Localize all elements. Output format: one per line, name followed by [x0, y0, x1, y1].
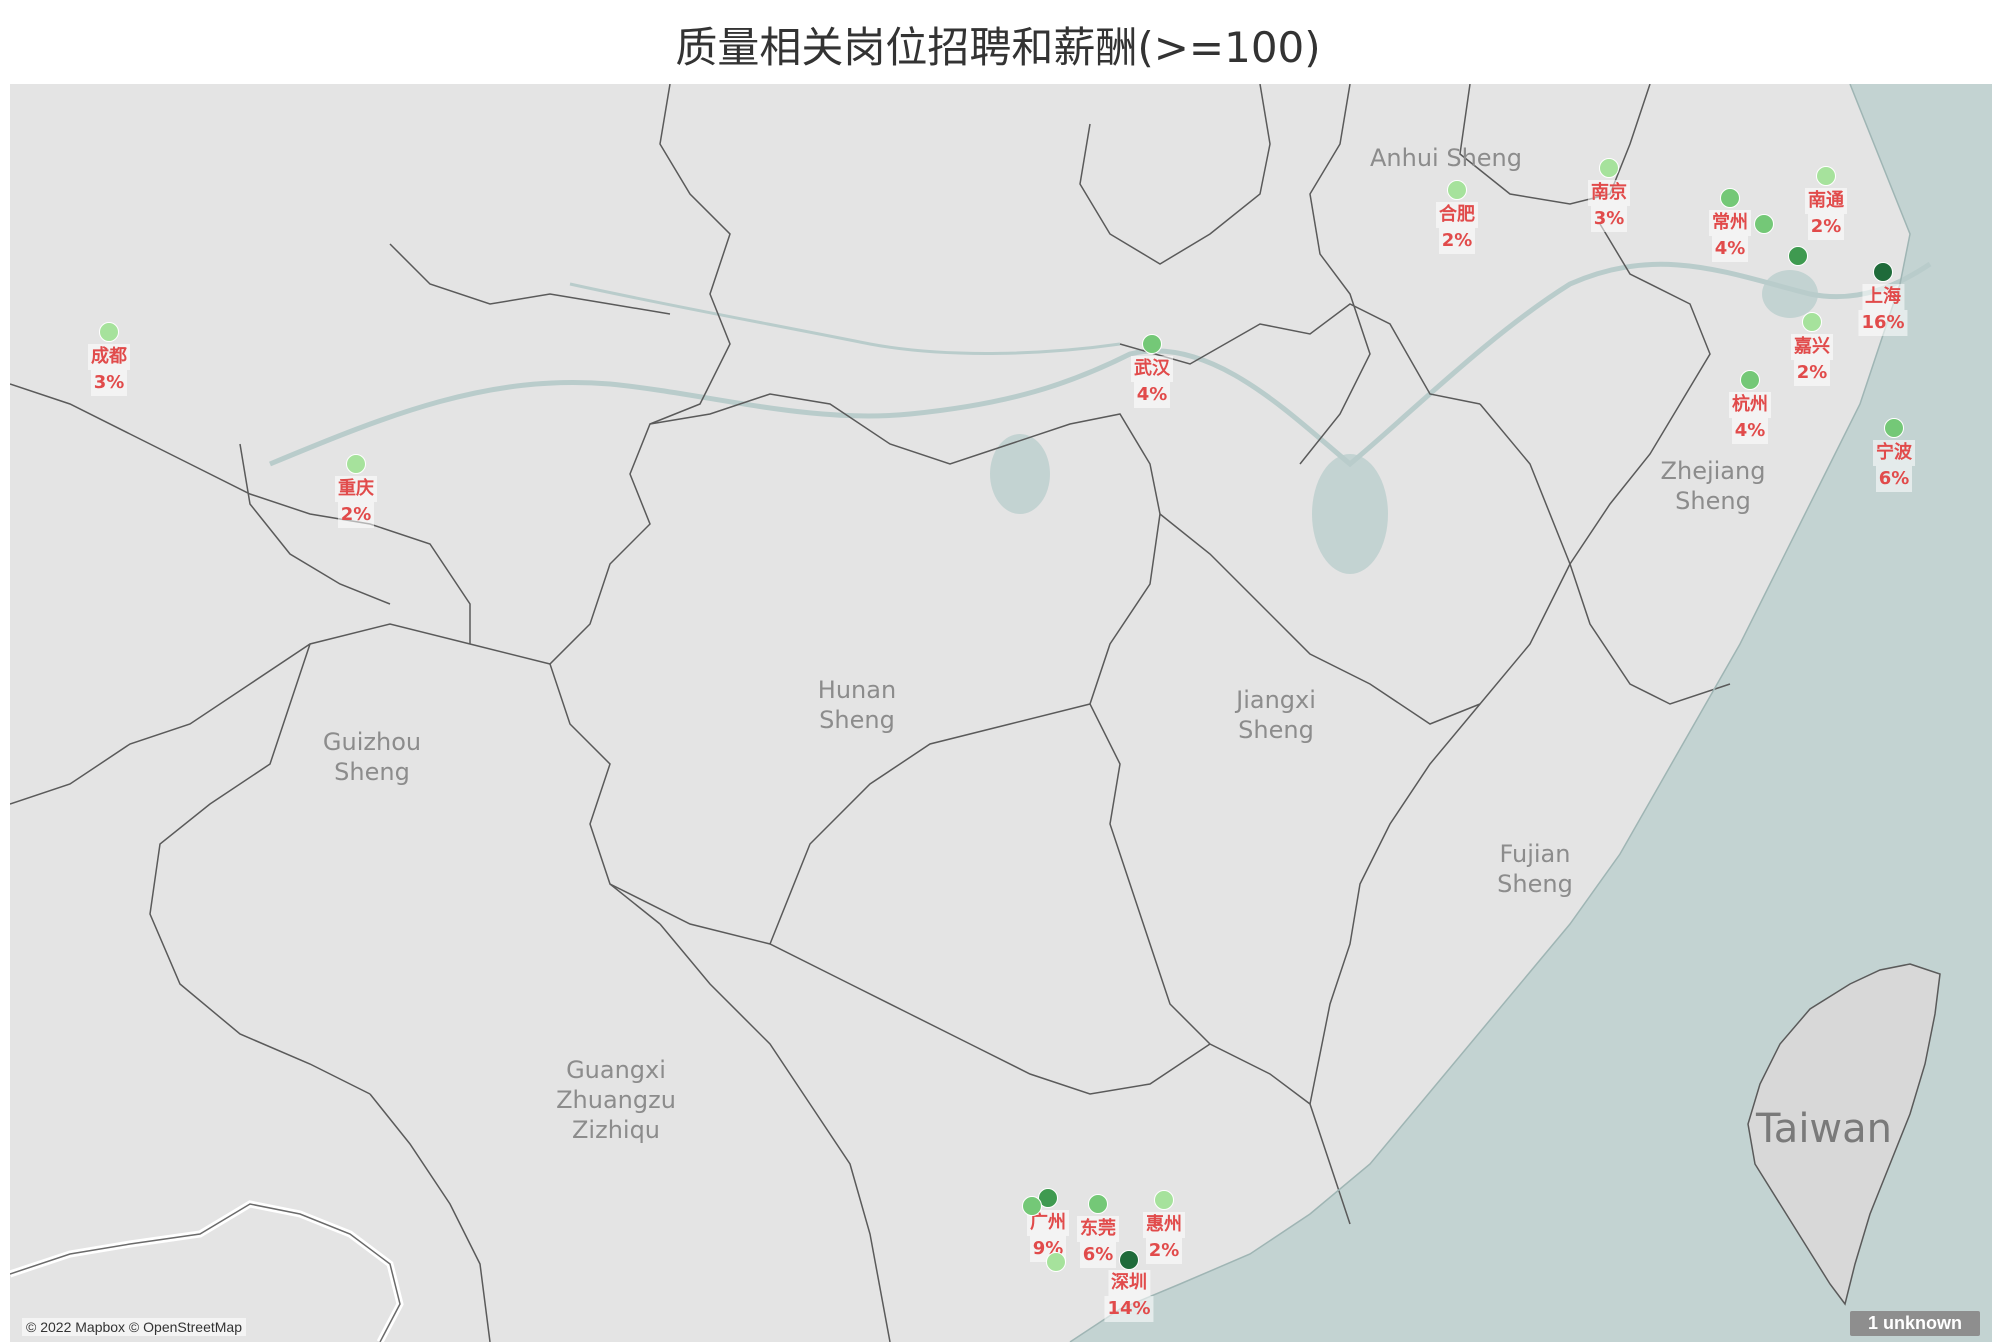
basemap	[10, 84, 1992, 1342]
city-dot-wuhan[interactable]	[1142, 334, 1162, 354]
map-attribution[interactable]: © 2022 Mapbox © OpenStreetMap	[22, 1318, 246, 1336]
city-dot-suzhou[interactable]	[1788, 246, 1808, 266]
lake-dongting	[990, 434, 1050, 514]
city-dot-shanghai[interactable]	[1873, 262, 1893, 282]
city-label-hangzhou: 杭州 4%	[1729, 392, 1771, 444]
region-label-anhui: Anhui Sheng	[1369, 144, 1523, 172]
lake-tai	[1762, 270, 1818, 318]
city-dot-changzhou[interactable]	[1720, 188, 1740, 208]
city-dot-chengdu[interactable]	[99, 322, 119, 342]
city-dot-chongqing[interactable]	[346, 454, 366, 474]
city-label-changzhou: 常州 4%	[1709, 210, 1751, 262]
city-dot-nanjing[interactable]	[1599, 158, 1619, 178]
map-title: 质量相关岗位招聘和薪酬(>=100)	[675, 23, 1321, 72]
city-label-nantong: 南通 2%	[1805, 188, 1847, 240]
map-canvas[interactable]: Anhui Sheng Zhejiang Sheng Hunan Sheng J…	[10, 84, 1992, 1342]
river-han	[569, 282, 1121, 355]
region-label-taiwan: Taiwan	[1755, 1106, 1893, 1152]
region-label-fujian: Fujian Sheng	[1497, 840, 1573, 898]
city-label-hefei: 合肥 2%	[1436, 202, 1478, 254]
city-dot-foshan[interactable]	[1022, 1196, 1042, 1216]
city-dot-dongguan[interactable]	[1088, 1194, 1108, 1214]
region-label-hunan: Hunan Sheng	[817, 676, 897, 734]
sea-east	[1070, 84, 1992, 1342]
city-label-shenzhen: 深圳 14%	[1104, 1270, 1154, 1322]
city-label-chongqing: 重庆 2%	[335, 476, 377, 528]
region-label-guizhou: Guizhou Sheng	[322, 728, 422, 786]
city-label-jiaxing: 嘉兴 2%	[1791, 334, 1833, 386]
province-borders	[10, 84, 1731, 1342]
coastline	[1069, 84, 1911, 1342]
city-label-huizhou: 惠州 2%	[1143, 1212, 1185, 1264]
unknown-badge[interactable]: 1 unknown	[1850, 1311, 1980, 1336]
city-label-ningbo: 宁波 6%	[1873, 440, 1915, 492]
lake-poyang	[1312, 454, 1388, 574]
taiwan-island	[1747, 963, 1941, 1306]
city-dot-zhongshan[interactable]	[1046, 1252, 1066, 1272]
city-dot-shenzhen[interactable]	[1119, 1250, 1139, 1270]
city-dot-hangzhou[interactable]	[1740, 370, 1760, 390]
vietnam-border-line	[10, 1203, 401, 1342]
region-label-guangxi: Guangxi Zhuangzu Zizhiqu	[556, 1056, 676, 1144]
city-label-dongguan: 东莞 6%	[1077, 1216, 1119, 1268]
city-dot-nantong[interactable]	[1816, 166, 1836, 186]
city-dot-ningbo[interactable]	[1884, 418, 1904, 438]
city-dot-wuxi[interactable]	[1754, 214, 1774, 234]
region-label-jiangxi: Jiangxi Sheng	[1236, 686, 1316, 744]
city-label-shanghai: 上海 16%	[1858, 284, 1908, 336]
city-dot-huizhou[interactable]	[1154, 1190, 1174, 1210]
city-label-chengdu: 成都 3%	[88, 344, 130, 396]
city-dot-jiaxing[interactable]	[1802, 312, 1822, 332]
city-label-nanjing: 南京 3%	[1588, 180, 1630, 232]
city-dot-hefei[interactable]	[1447, 180, 1467, 200]
city-label-wuhan: 武汉 4%	[1131, 356, 1173, 408]
river-yangtze	[269, 261, 1932, 468]
region-label-zhejiang: Zhejiang Sheng	[1660, 457, 1766, 515]
